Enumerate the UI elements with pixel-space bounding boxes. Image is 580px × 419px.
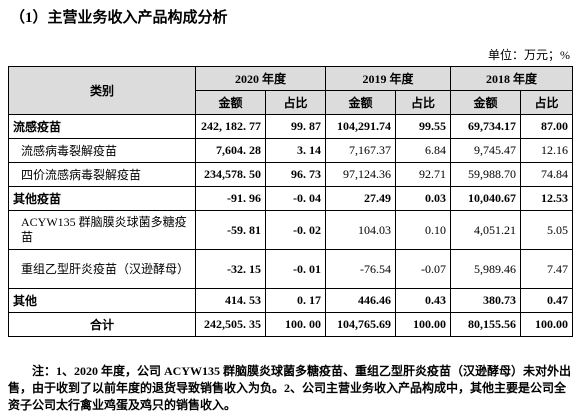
value-cell: 4,051.21 [450, 210, 522, 250]
value-cell: -0. 01 [264, 249, 327, 289]
value-cell: 9,745.47 [450, 138, 522, 163]
year-header: 2018 年度 [450, 66, 574, 91]
sub-header: 占比 [395, 90, 452, 115]
value-cell: 7.47 [520, 249, 574, 289]
value-cell: 0.03 [395, 186, 452, 211]
value-cell: 6.84 [395, 138, 452, 163]
value-cell: 234,578. 50 [195, 162, 266, 187]
sub-header: 金额 [195, 90, 266, 115]
value-cell: -32. 15 [195, 249, 266, 289]
sub-header: 金额 [450, 90, 522, 115]
value-cell: -76.54 [325, 249, 397, 289]
value-cell: 3. 14 [264, 138, 327, 163]
value-cell: 5,989.46 [450, 249, 522, 289]
value-cell: 100. 00 [264, 312, 327, 337]
value-cell: 0. 17 [264, 288, 327, 313]
table-row: 重组乙型肝炎疫苗（汉逊酵母） -32. 15 -0. 01 -76.54 -0.07 5,… [8, 249, 574, 289]
value-cell: 74.84 [520, 162, 574, 187]
value-cell: 99. 87 [264, 114, 327, 139]
value-cell: 97,124.36 [325, 162, 397, 187]
value-cell: 5.05 [520, 210, 574, 250]
table-row: 流感疫苗 242, 182. 77 99. 87 104,291.74 99.55 69,… [8, 114, 574, 139]
value-cell: 96. 73 [264, 162, 327, 187]
value-cell: 0.10 [395, 210, 452, 250]
category-cell: 重组乙型肝炎疫苗（汉逊酵母） [8, 249, 196, 289]
value-cell: -0.07 [395, 249, 452, 289]
table-row: ACYW135 群脑膜炎球菌多糖疫苗 -59. 81 -0. 02 104.03 0.1… [8, 210, 574, 250]
value-cell: 10,040.67 [450, 186, 522, 211]
header-cell: 类别 [8, 66, 196, 115]
table-row: 四价流感病毒裂解疫苗 234,578. 50 96. 73 97,124.36 92.7… [8, 162, 574, 187]
category-cell: 四价流感病毒裂解疫苗 [8, 162, 196, 187]
sub-header: 占比 [520, 90, 574, 115]
value-cell: 7,167.37 [325, 138, 397, 163]
value-cell: 12.16 [520, 138, 574, 163]
value-cell: 7,604. 28 [195, 138, 266, 163]
sub-header: 占比 [264, 90, 327, 115]
category-cell: 流感病毒裂解疫苗 [8, 138, 196, 163]
note: 注：1、2020 年度，公司 ACYW135 群脑膜炎球菌多糖疫苗、重组乙型肝炎… [8, 364, 572, 412]
category-cell: ACYW135 群脑膜炎球菌多糖疫苗 [8, 210, 196, 250]
value-cell: 104,291.74 [325, 114, 397, 139]
table-row: 流感病毒裂解疫苗 7,604. 28 3. 14 7,167.37 6.84 9,745.… [8, 138, 574, 163]
value-cell: 380.73 [450, 288, 522, 313]
value-cell: 242,505. 35 [195, 312, 266, 337]
value-cell: 100.00 [520, 312, 574, 337]
value-cell: -59. 81 [195, 210, 266, 250]
value-cell: 100.00 [395, 312, 452, 337]
value-cell: 104,765.69 [325, 312, 397, 337]
value-cell: -0. 04 [264, 186, 327, 211]
category-cell: 其他 [8, 288, 196, 313]
value-cell: 0.47 [520, 288, 574, 313]
table-head: 类别 2020 年度 2019 年度 2018 年度 金额 占比 金额 占比 金额 占比 [8, 66, 574, 115]
value-cell: 414. 53 [195, 288, 266, 313]
value-cell: 59,988.70 [450, 162, 522, 187]
value-cell: 80,155.56 [450, 312, 522, 337]
value-cell: 104.03 [325, 210, 397, 250]
value-cell: 69,734.17 [450, 114, 522, 139]
value-cell: -91. 96 [195, 186, 266, 211]
table: 类别 2020 年度 2019 年度 2018 年度 金额 占比 金额 占比 金额 占比 流感疫… [8, 66, 574, 337]
category-cell: 合计 [8, 312, 196, 337]
category-cell: 流感疫苗 [8, 114, 196, 139]
value-cell: 0.43 [395, 288, 452, 313]
year-header: 2020 年度 [194, 66, 327, 91]
category-cell: 其他疫苗 [8, 186, 196, 211]
unit: 单位：万元；% [488, 48, 570, 62]
value-cell: 446.46 [325, 288, 397, 313]
value-cell: 87.00 [520, 114, 574, 139]
value-cell: 99.55 [395, 114, 452, 139]
table-row: 合计 242,505. 35 100. 00 104,765.69 100.00 80,1… [8, 312, 574, 337]
sub-header: 金额 [325, 90, 397, 115]
table-body: 流感疫苗 242, 182. 77 99. 87 104,291.74 99.55 69,… [8, 114, 574, 337]
title: （1）主营业务收入产品构成分析 [10, 10, 228, 26]
table-row: 其他疫苗 -91. 96 -0. 04 27.49 0.03 10,040.67 12.53 [8, 186, 574, 211]
year-header: 2019 年度 [325, 66, 452, 91]
table-row: 其他 414. 53 0. 17 446.46 0.43 380.73 0.47 [8, 288, 574, 313]
value-cell: 242, 182. 77 [195, 114, 266, 139]
value-cell: -0. 02 [264, 210, 327, 250]
value-cell: 92.71 [395, 162, 452, 187]
value-cell: 12.53 [520, 186, 574, 211]
value-cell: 27.49 [325, 186, 397, 211]
